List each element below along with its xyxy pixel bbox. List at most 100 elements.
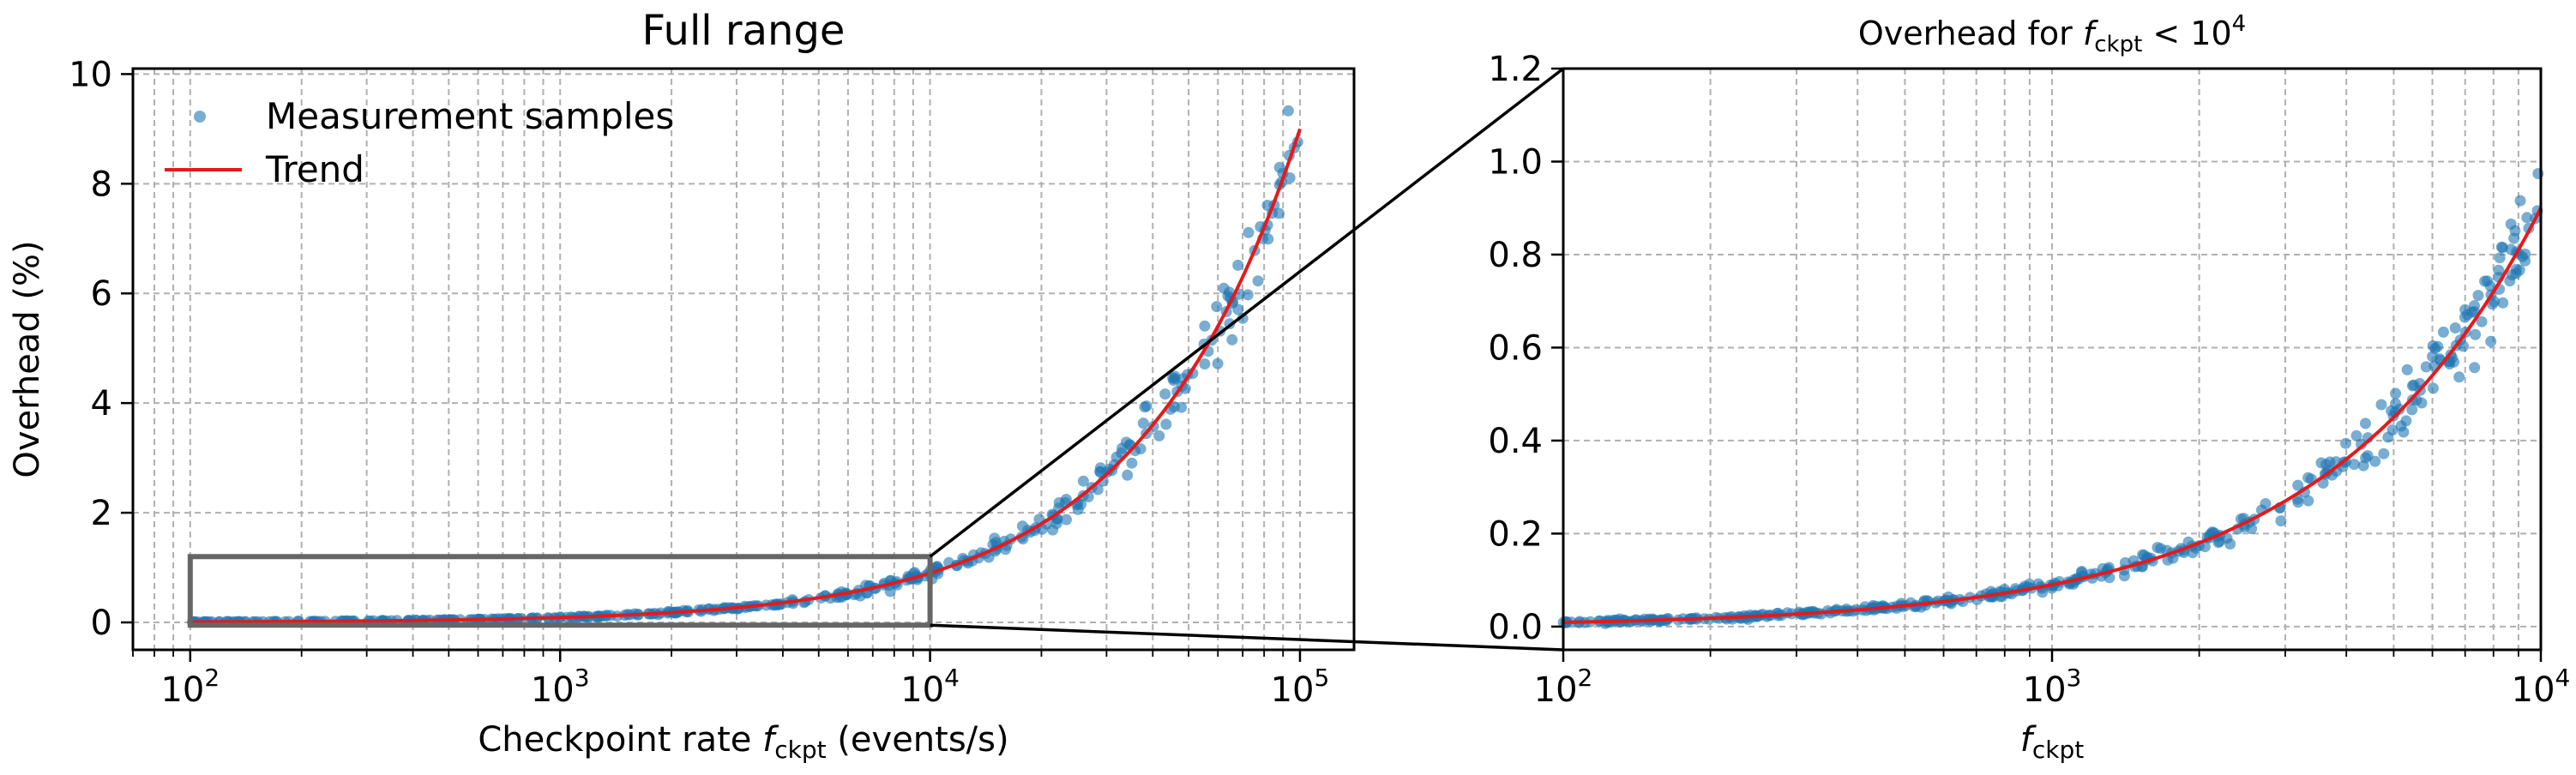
zoom-connectors	[929, 67, 1565, 652]
x-tick-label: 102	[160, 664, 220, 710]
sample-point	[2493, 264, 2505, 276]
sample-point	[2420, 361, 2432, 373]
sample-point	[2427, 382, 2439, 394]
right-x-axis-label: fckpt	[2020, 720, 2084, 764]
y-tick-label: 0.2	[1488, 514, 1543, 554]
sample-point	[2187, 547, 2199, 559]
sample-point	[2152, 542, 2164, 554]
sample-point	[2510, 263, 2522, 275]
sample-point	[2360, 452, 2372, 464]
left-ticks: 102 103 104 105 0 2 4 6 8 10	[69, 55, 1329, 710]
sample-point	[2315, 457, 2327, 469]
sample-point	[2459, 303, 2471, 315]
sample-point	[1252, 275, 1264, 287]
sample-point	[1243, 226, 1255, 238]
sample-point	[1211, 301, 1223, 313]
sample-point	[1139, 401, 1151, 413]
sample-point	[2275, 515, 2287, 527]
left-y-axis-label: Overhead (%)	[8, 240, 47, 478]
left-title: Full range	[642, 7, 846, 55]
sample-point	[2519, 255, 2531, 267]
inset-region-box	[187, 554, 933, 628]
y-tick-label: 0.4	[1488, 422, 1543, 461]
sample-point	[1282, 105, 1294, 117]
x-tick-label: 102	[1534, 664, 1593, 710]
sample-point	[2504, 275, 2516, 287]
x-tick-label: 103	[2023, 664, 2082, 710]
left-plot-frame	[131, 67, 1356, 652]
y-tick-label: 0.6	[1488, 328, 1543, 368]
x-tick-label: 104	[900, 664, 960, 710]
sample-point	[2472, 290, 2484, 302]
legend-label-trend: Trend	[265, 148, 364, 190]
sample-point	[1242, 289, 1254, 301]
left-x-axis-label: Checkpoint rate fckpt (events/s)	[478, 720, 1008, 764]
sample-point	[2324, 456, 2336, 468]
sample-point	[2521, 212, 2533, 224]
sample-point	[2437, 326, 2449, 338]
sample-point	[2497, 297, 2509, 309]
sample-point	[1199, 358, 1211, 369]
sample-point	[2302, 495, 2314, 507]
sample-point	[2390, 388, 2402, 400]
sample-point	[2292, 479, 2304, 491]
sample-point	[2382, 431, 2394, 443]
sample-point	[1212, 357, 1224, 369]
right-data	[1557, 168, 2544, 629]
sample-point	[2348, 459, 2360, 471]
right-ticks: 102 103 104 0.0 0.2 0.4 0.6 0.8 1.0 1.2	[1488, 50, 2570, 710]
sample-point	[2390, 398, 2401, 410]
sample-point	[2199, 541, 2211, 553]
sample-point	[1135, 443, 1147, 454]
sample-point	[2406, 404, 2418, 416]
sample-point	[1176, 401, 1188, 413]
sample-point	[2260, 498, 2272, 509]
legend-label-samples: Measurement samples	[266, 95, 674, 137]
sample-point	[2429, 342, 2441, 354]
sample-point	[1232, 259, 1244, 271]
legend-marker-samples	[194, 111, 206, 123]
sample-point	[2360, 418, 2371, 430]
y-tick-label: 0.8	[1488, 236, 1543, 275]
sample-point	[1226, 333, 1238, 345]
sample-point	[2469, 362, 2481, 374]
sample-point	[2485, 335, 2497, 347]
y-tick-label: 0.0	[1488, 608, 1543, 647]
sample-point	[2449, 322, 2461, 333]
left-grid	[132, 69, 1354, 650]
sample-point	[1061, 514, 1072, 526]
sample-point	[2378, 448, 2390, 460]
right-grid	[1562, 68, 2542, 650]
right-title: Overhead for fckpt < 104	[1858, 11, 2246, 57]
sample-point	[2453, 371, 2465, 383]
sample-point	[1159, 388, 1171, 400]
sample-point	[1122, 469, 1134, 481]
y-tick-label: 2	[91, 494, 112, 533]
sample-point	[1160, 418, 1172, 430]
sample-point	[2375, 399, 2387, 411]
sample-point	[2401, 363, 2413, 375]
sample-point	[2470, 328, 2482, 340]
trend-line	[1562, 207, 2543, 624]
x-tick-label: 105	[1271, 664, 1330, 710]
sample-point	[1050, 518, 1062, 530]
sample-point	[2509, 225, 2521, 237]
sample-point	[2340, 437, 2351, 449]
y-tick-label: 6	[91, 274, 112, 314]
y-tick-label: 1.2	[1488, 50, 1543, 89]
sample-point	[2395, 420, 2407, 432]
sample-point	[2416, 397, 2428, 409]
sample-point	[1075, 498, 1086, 510]
sample-point	[2458, 340, 2469, 352]
sample-point	[2224, 538, 2236, 550]
sample-point	[983, 551, 995, 563]
sample-point	[1153, 430, 1165, 442]
sample-point	[1224, 286, 1235, 298]
sample-point	[2482, 275, 2493, 287]
sample-point	[1237, 312, 1249, 324]
sample-point	[1168, 375, 1180, 387]
y-tick-label: 1.0	[1488, 142, 1543, 182]
sample-point	[2350, 430, 2362, 442]
left-panel: Full range 102 103 104 105 0 2 4 6 8 10 Checkpoin…	[8, 7, 1356, 764]
